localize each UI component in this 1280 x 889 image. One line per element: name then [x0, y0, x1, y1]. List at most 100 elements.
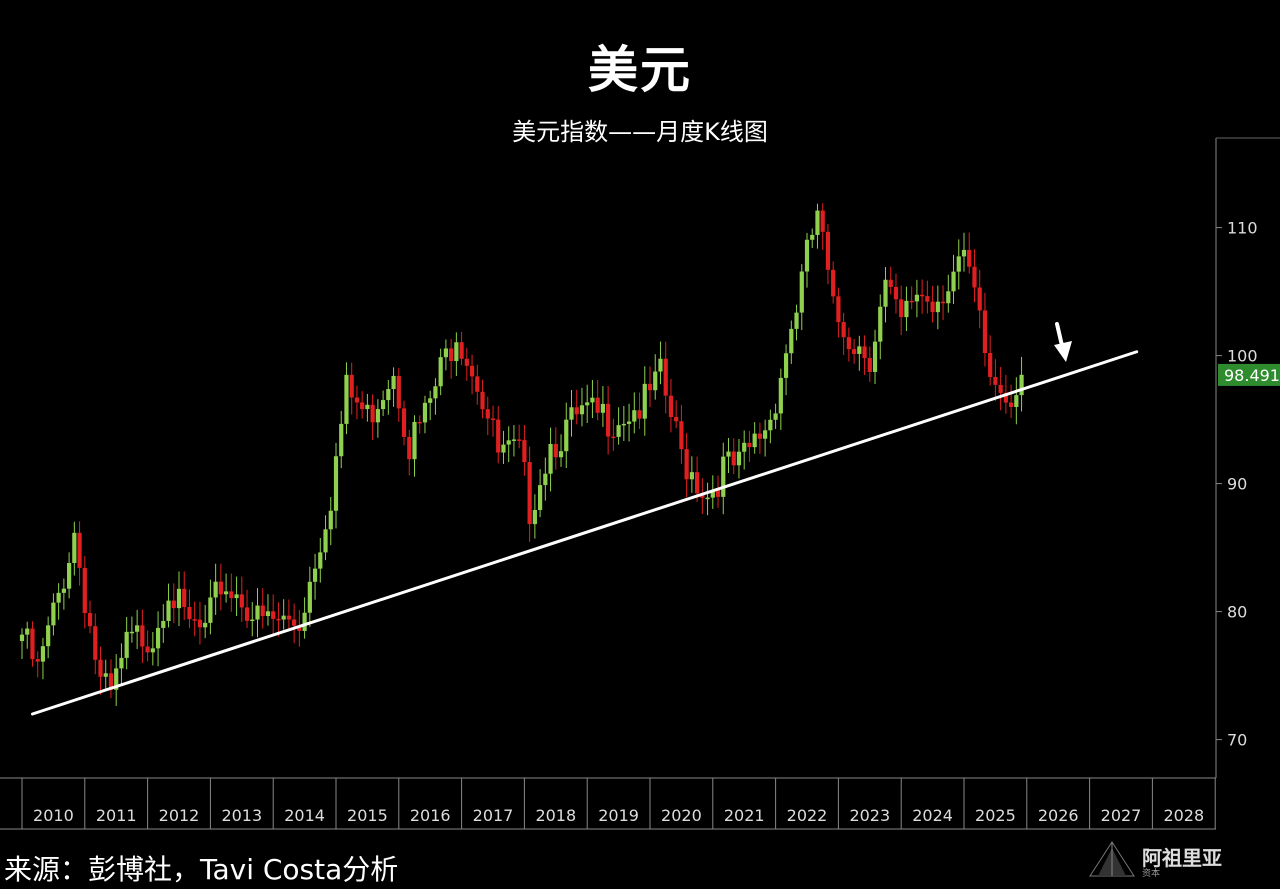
candle-body — [1019, 374, 1024, 396]
candle-body — [961, 249, 967, 257]
candle-body — [354, 397, 360, 403]
candle-body — [993, 376, 998, 385]
candle-body — [574, 407, 579, 415]
candle-body — [213, 581, 218, 598]
candle — [621, 406, 626, 442]
candle — [182, 571, 187, 621]
candle-body — [422, 402, 428, 423]
candle — [485, 396, 490, 436]
candle-body — [982, 310, 988, 354]
candle-body — [438, 357, 443, 387]
candle-body — [218, 581, 223, 595]
candle — [538, 469, 543, 518]
candle-body — [166, 600, 171, 621]
candle-body — [417, 421, 422, 424]
candle-body — [721, 456, 726, 497]
candle — [176, 571, 182, 626]
candle-body — [543, 473, 548, 486]
candle — [229, 573, 234, 612]
candle — [579, 387, 585, 427]
candle — [51, 593, 56, 636]
candle — [150, 632, 155, 666]
candle — [197, 601, 203, 645]
candle-body — [752, 433, 757, 448]
candle-body — [527, 462, 532, 525]
candle-body — [407, 436, 412, 460]
candle-body — [19, 634, 25, 642]
x-tick-label: 2028 — [1163, 806, 1204, 825]
candle — [506, 426, 511, 463]
candle — [428, 390, 433, 421]
candle-body — [381, 400, 386, 410]
candle-body — [820, 210, 825, 232]
candle-body — [61, 588, 66, 593]
candle — [925, 280, 930, 314]
candle — [391, 367, 396, 407]
candle — [763, 419, 768, 457]
candle — [993, 359, 998, 402]
candle — [757, 422, 762, 454]
candle-body — [920, 294, 925, 297]
candle-body — [449, 348, 454, 362]
candle-body — [731, 451, 736, 466]
candle — [250, 602, 255, 637]
chart-subtitle: 美元指数——月度K线图 — [512, 118, 768, 146]
candle-body — [893, 286, 899, 300]
candle — [82, 555, 87, 629]
candle-body — [710, 489, 715, 498]
candle — [454, 332, 459, 376]
candle — [951, 254, 956, 305]
candle-body — [239, 594, 244, 608]
candle-body — [763, 430, 768, 439]
candle-body — [935, 301, 940, 313]
candle-body — [647, 383, 653, 391]
candle-body — [145, 646, 150, 653]
candle — [695, 456, 700, 502]
candle — [475, 364, 480, 405]
candle — [1009, 384, 1014, 418]
candle — [224, 573, 229, 603]
x-tick-label: 2013 — [221, 806, 262, 825]
overlay-group — [30, 322, 1139, 716]
candle — [155, 611, 161, 667]
candle — [61, 578, 66, 610]
candle-body — [998, 384, 1003, 393]
candle — [935, 285, 940, 330]
x-tick-label: 2026 — [1038, 806, 1079, 825]
candle — [574, 389, 579, 425]
candle — [19, 628, 25, 659]
candle — [443, 339, 448, 371]
candle — [679, 404, 684, 464]
candle — [119, 643, 124, 686]
candle — [496, 406, 501, 464]
candle-body — [203, 622, 208, 628]
candle-body — [56, 592, 61, 603]
candle-body — [286, 615, 291, 620]
candle-body — [977, 287, 982, 311]
candle-body — [841, 322, 846, 338]
x-tick-label: 2020 — [661, 806, 702, 825]
candle — [166, 583, 171, 628]
candle-body — [135, 625, 140, 632]
candle — [977, 269, 982, 329]
candle-body — [825, 231, 831, 270]
candle-body — [370, 404, 375, 423]
candle-body — [87, 613, 93, 627]
candle-body — [564, 419, 569, 452]
candle-body — [914, 294, 919, 302]
candle-body — [77, 532, 82, 568]
candle — [297, 610, 302, 647]
candle — [590, 379, 595, 419]
candle — [511, 425, 517, 457]
candle — [930, 285, 935, 323]
candle-body — [522, 440, 527, 463]
candle — [276, 602, 281, 637]
candle — [647, 366, 653, 407]
candle — [956, 239, 961, 290]
candle-body — [951, 271, 956, 292]
candle-body — [621, 423, 626, 426]
candle — [731, 438, 736, 475]
candle — [56, 583, 61, 620]
candle-body — [119, 657, 124, 669]
candle-body — [878, 306, 883, 342]
